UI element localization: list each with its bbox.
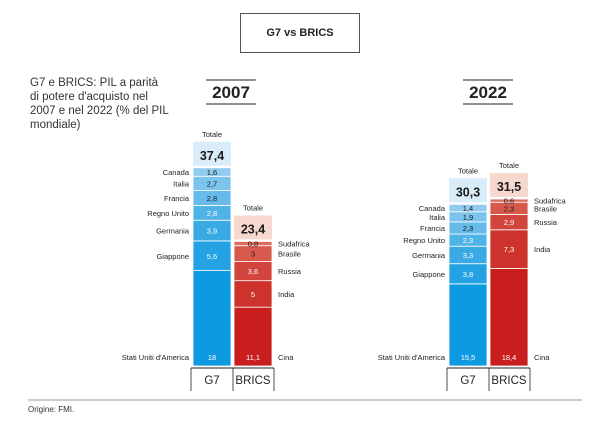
value-label-2007-g7-italia: 2,7 [207, 179, 217, 188]
country-label-2022-sudafrica: Sudafrica [534, 197, 567, 206]
value-label-2022-brics-india: 7,3 [504, 245, 514, 254]
bar-segment-2007-g7-canada [192, 167, 232, 177]
category-label-2022-brics: BRICS [491, 375, 526, 387]
chart-header-box: G7 vs BRICS [240, 13, 360, 53]
country-label-2007-cina: Cina [278, 353, 294, 362]
bar-segment-2022-brics-cina [489, 268, 529, 367]
value-label-2007-brics-sudafrica: 0,8 [248, 240, 258, 249]
total-value-2007-g7: 37,4 [200, 149, 224, 163]
country-label-2007-francia: Francia [164, 194, 190, 203]
total-label-2007-brics: Totale [243, 203, 263, 212]
value-label-2007-g7-canada: 1,6 [207, 168, 217, 177]
country-label-2022-cina: Cina [534, 353, 550, 362]
country-label-2007-canada: Canada [163, 168, 190, 177]
chart-header-title: G7 vs BRICS [266, 27, 334, 39]
panel-title-2022: 2022 [469, 83, 507, 102]
value-label-2007-g7-regno-unito: 2,8 [207, 209, 217, 218]
country-label-2022-india: India [534, 245, 551, 254]
value-label-2007-brics-cina: 11,1 [246, 353, 260, 362]
total-box-2022-g7 [449, 178, 487, 203]
value-label-2007-g7-francia: 2,8 [207, 194, 217, 203]
country-label-2007-russia: Russia [278, 267, 302, 276]
total-value-2022-g7: 30,3 [456, 185, 480, 199]
country-label-2022-giappone: Giappone [412, 270, 445, 279]
bar-segment-2022-g7-stati-uniti-d-america [448, 283, 488, 367]
value-label-2007-brics-india: 5 [251, 290, 255, 299]
bar-segment-2007-brics-sudafrica [233, 241, 273, 247]
value-label-2022-g7-germania: 3,3 [463, 251, 473, 260]
value-label-2022-brics-cina: 18,4 [502, 353, 517, 362]
value-label-2022-brics-russia: 2,9 [504, 218, 514, 227]
value-label-2022-g7-francia: 2,3 [463, 224, 473, 233]
value-label-2007-g7-germania: 3,9 [207, 227, 217, 236]
value-label-2007-g7-giappone: 5,6 [207, 252, 217, 261]
country-label-2007-stati-uniti-d-america: Stati Uniti d'America [122, 353, 190, 362]
country-label-2007-germania: Germania [156, 227, 190, 236]
value-label-2022-g7-giappone: 3,8 [463, 270, 473, 279]
country-label-2022-russia: Russia [534, 218, 558, 227]
value-label-2007-brics-russia: 3,6 [248, 267, 258, 276]
bar-segment-2022-brics-sudafrica [489, 198, 529, 203]
country-label-2007-brasile: Brasile [278, 250, 301, 259]
country-label-2022-regno-unito: Regno Unito [403, 236, 445, 245]
category-label-2007-g7: G7 [204, 375, 219, 387]
country-label-2022-francia: Francia [420, 224, 446, 233]
total-label-2022-g7: Totale [458, 166, 478, 175]
country-label-2007-india: India [278, 290, 295, 299]
total-label-2022-brics: Totale [499, 161, 519, 170]
bar-segment-2007-g7-giappone [192, 240, 232, 271]
category-label-2007-brics: BRICS [235, 375, 270, 387]
bar-segment-2007-g7-stati-uniti-d-america [192, 270, 232, 367]
value-label-2022-brics-sudafrica: 0,6 [504, 197, 514, 206]
country-label-2022-germania: Germania [412, 251, 446, 260]
country-label-2022-stati-uniti-d-america: Stati Uniti d'America [378, 353, 446, 362]
total-box-2007-g7 [193, 141, 231, 166]
country-label-2022-canada: Canada [419, 204, 446, 213]
total-box-2022-brics [490, 173, 528, 198]
category-label-2022-g7: G7 [460, 375, 475, 387]
total-label-2007-g7: Totale [202, 130, 222, 139]
country-label-2007-sudafrica: Sudafrica [278, 240, 311, 249]
value-label-2007-brics-brasile: 3 [251, 250, 255, 259]
total-value-2022-brics: 31,5 [497, 180, 521, 194]
total-value-2007-brics: 23,4 [241, 222, 265, 236]
value-label-2007-g7-stati-uniti-d-america: 18 [208, 353, 216, 362]
value-label-2022-g7-italia: 1,9 [463, 213, 473, 222]
bar-segment-2022-g7-canada [448, 203, 488, 213]
country-label-2007-giappone: Giappone [156, 252, 189, 261]
country-label-2007-regno-unito: Regno Unito [147, 209, 189, 218]
value-label-2022-g7-stati-uniti-d-america: 15,5 [461, 353, 476, 362]
bar-segment-2022-brics-india [489, 229, 529, 269]
chart-subtitle: G7 e BRICS: PIL a parità di potere d'acq… [30, 77, 169, 131]
source-note: Origine: FMI. [28, 405, 75, 414]
total-box-2007-brics [234, 215, 272, 240]
value-label-2022-g7-canada: 1,4 [463, 204, 473, 213]
value-label-2022-g7-regno-unito: 2,3 [463, 236, 473, 245]
panel-title-2007: 2007 [212, 83, 250, 102]
value-label-2022-brics-brasile: 2,3 [504, 204, 514, 213]
country-label-2022-italia: Italia [429, 213, 446, 222]
country-label-2022-brasile: Brasile [534, 204, 557, 213]
country-label-2007-italia: Italia [173, 179, 190, 188]
